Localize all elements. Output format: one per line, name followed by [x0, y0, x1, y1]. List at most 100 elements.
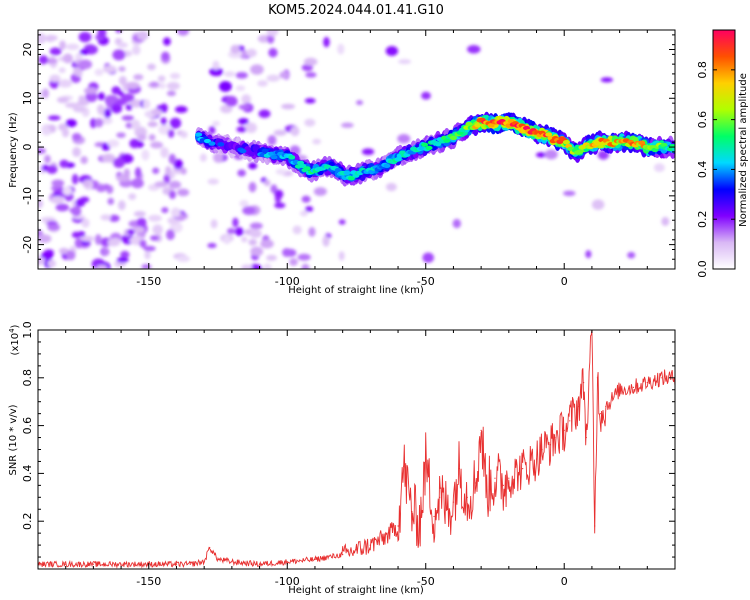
heatmap-noise-cell — [81, 218, 90, 228]
heatmap-noise-cell — [49, 47, 62, 56]
snr-point — [383, 537, 385, 539]
heatmap-noise-cell — [51, 179, 65, 187]
heatmap-noise-cell — [59, 159, 69, 169]
heatmap-noise-cell — [161, 207, 169, 214]
heatmap-noise-cell — [301, 64, 314, 72]
heatmap-noise-cell — [220, 104, 233, 114]
heatmap-noise-cell — [150, 235, 160, 241]
heatmap-noise-cell — [79, 49, 90, 55]
heatmap-noise-cell — [116, 257, 129, 263]
heatmap-noise-cell — [115, 30, 122, 34]
x-tick-label: -50 — [417, 575, 435, 588]
heatmap-noise-cell — [66, 250, 76, 261]
heatmap-noise-cell — [129, 99, 143, 108]
heatmap-noise-cell — [238, 104, 251, 110]
heatmap-noise-cell — [58, 79, 73, 88]
heatmap-noise-cell — [113, 157, 125, 169]
heatmap-noise-cell — [50, 195, 65, 204]
spectrogram-y-axis-label: Frequency (Hz) — [8, 112, 19, 188]
heatmap-noise-cell — [38, 147, 46, 154]
x-tick-label: -150 — [136, 275, 161, 288]
heatmap-noise-cell — [304, 98, 316, 104]
heatmap-noise-cell — [266, 30, 279, 37]
snr-point — [203, 561, 205, 563]
heatmap-noise-cell — [257, 34, 271, 43]
heatmap-noise-cell — [248, 162, 258, 170]
heatmap-noise-cell — [46, 35, 58, 41]
heatmap-noise-cell — [71, 132, 82, 141]
heatmap-noise-cell — [71, 231, 82, 239]
heatmap-noise-cell — [152, 167, 160, 175]
snr-point — [217, 558, 219, 561]
heatmap-noise-cell — [125, 104, 133, 111]
snr-point — [425, 460, 427, 463]
colorbar: 0.0 0.2 0.4 0.6 0.8 Normalized spectral ampl… — [696, 29, 749, 278]
heatmap-noise-cell — [131, 178, 144, 189]
heatmap-ridge-cell — [348, 175, 356, 181]
heatmap-noise-cell — [143, 245, 156, 252]
y-tick-label: 0.6 — [21, 417, 34, 435]
heatmap-noise-cell — [290, 126, 300, 137]
snr-point — [369, 544, 371, 546]
heatmap-noise-cell — [591, 199, 605, 210]
heatmap-ridge-cell — [195, 132, 203, 137]
heatmap-noise-cell — [141, 149, 150, 161]
heatmap-ridge-cell — [425, 145, 433, 151]
heatmap-noise-cell — [149, 81, 159, 87]
heatmap-noise-cell — [132, 226, 146, 233]
heatmap-ridge-cell — [343, 170, 351, 176]
heatmap-noise-cell — [177, 30, 190, 36]
colorbar-tick-label: 0.2 — [696, 210, 709, 228]
colorbar-tick-label: 0.0 — [696, 260, 709, 278]
heatmap-ridge-cell — [443, 138, 451, 143]
heatmap-noise-cell — [80, 235, 95, 242]
heatmap-noise-cell — [125, 81, 140, 89]
heatmap-noise-cell — [131, 119, 141, 130]
heatmap-noise-cell — [154, 181, 168, 188]
heatmap-noise-cell — [323, 36, 330, 48]
heatmap-noise-cell — [97, 92, 105, 101]
snr-point — [258, 563, 261, 565]
heatmap-noise-cell — [166, 90, 176, 97]
heatmap-noise-cell — [226, 228, 236, 235]
heatmap-noise-cell — [126, 229, 136, 235]
heatmap-noise-cell — [147, 121, 158, 128]
heatmap-noise-cell — [78, 59, 93, 70]
snr-point — [577, 405, 579, 408]
heatmap-noise-cell — [59, 247, 69, 255]
colorbar-frame — [712, 29, 736, 270]
heatmap-noise-cell — [114, 98, 127, 106]
heatmap-noise-cell — [305, 72, 317, 78]
heatmap-noise-cell — [312, 138, 322, 145]
heatmap-noise-cell — [117, 90, 124, 97]
snr-point — [92, 563, 94, 565]
spectrogram-x-axis-label: Height of straight line (km) — [288, 285, 424, 296]
heatmap-noise-cell — [337, 43, 345, 55]
heatmap-noise-cell — [268, 48, 278, 58]
snr-panel: -150 -100 -50 0 0.2 0.4 0.6 0.8 1.0 Height of st… — [8, 321, 676, 596]
heatmap-noise-cell — [452, 218, 462, 229]
snr-point — [585, 436, 587, 439]
heatmap-noise-cell — [163, 174, 171, 184]
heatmap-noise-cell — [246, 48, 257, 58]
snr-point — [619, 389, 621, 391]
heatmap-noise-cell — [123, 168, 131, 179]
snr-line — [38, 330, 675, 569]
heatmap-noise-cell — [230, 44, 240, 54]
heatmap-noise-cell — [301, 195, 311, 203]
colorbar-label: Normalized spectral amplitude — [738, 73, 749, 227]
snr-point — [402, 465, 405, 467]
heatmap-noise-cell — [397, 133, 411, 144]
heatmap-ridge-layer — [195, 111, 675, 187]
heatmap-noise-cell — [544, 149, 558, 160]
heatmap-noise-cell — [38, 256, 45, 266]
heatmap-noise-cell — [75, 198, 86, 207]
heatmap-noise-cell — [148, 214, 162, 222]
heatmap-noise-cell — [237, 118, 249, 125]
snr-point — [613, 396, 615, 398]
snr-point — [411, 511, 413, 513]
heatmap-noise-cell — [117, 42, 129, 48]
heatmap-noise-cell — [38, 32, 47, 44]
heatmap-noise-cell — [133, 74, 144, 81]
snr-point — [596, 377, 599, 379]
